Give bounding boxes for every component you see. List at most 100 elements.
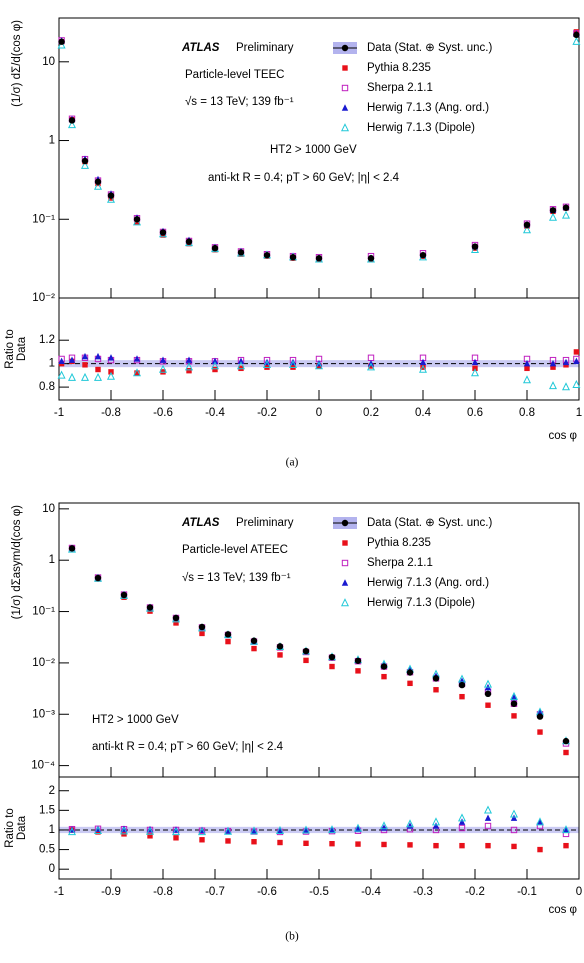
ratio-frame (58, 776, 580, 880)
legend-label: Pythia 8.235 (367, 537, 431, 549)
marker (379, 821, 389, 830)
marker (367, 354, 375, 361)
marker (366, 362, 376, 371)
marker (381, 673, 387, 680)
marker (420, 364, 426, 370)
marker (511, 713, 517, 719)
marker (471, 358, 479, 366)
marker (354, 825, 362, 832)
data-point (146, 604, 154, 611)
marker (225, 638, 231, 645)
marker (95, 366, 101, 373)
marker (563, 842, 569, 849)
data-point (94, 574, 102, 582)
marker (301, 825, 311, 834)
data-point (198, 623, 206, 631)
data-point (120, 591, 128, 599)
marker (561, 825, 571, 834)
y-tick-label: 10 (42, 503, 55, 515)
caption: (a) (286, 457, 299, 469)
y-tick-label: 10⁻⁴ (31, 760, 55, 772)
y-tick-label: 1.2 (39, 334, 55, 346)
legend-label: Sherpa 2.1.1 (367, 557, 433, 569)
x-tick-label: -1 (54, 407, 64, 419)
marker (251, 839, 257, 845)
data-point (549, 207, 557, 214)
x-tick-label: -0.4 (205, 407, 225, 419)
annotation: √s = 13 TeV; 139 fb⁻¹ (182, 571, 291, 584)
legend-marker (342, 65, 348, 71)
legend-marker (341, 579, 349, 586)
data-point (68, 545, 76, 552)
marker (355, 668, 361, 674)
data-point (58, 38, 65, 45)
data-point (523, 221, 531, 229)
legend-label: Sherpa 2.1.1 (367, 82, 433, 94)
marker (67, 120, 77, 129)
data-point (81, 157, 89, 165)
marker (510, 694, 518, 701)
data-point (458, 681, 466, 689)
marker (107, 354, 115, 361)
marker (251, 645, 257, 652)
marker (522, 375, 532, 384)
y-tick-label: 10⁻² (32, 657, 55, 669)
marker (67, 372, 77, 381)
legend-label: Data (Stat. ⊕ Syst. unc.) (367, 42, 492, 54)
marker (355, 841, 361, 847)
marker (81, 352, 89, 360)
marker (433, 842, 439, 849)
marker (184, 362, 194, 371)
legend-marker (340, 123, 350, 132)
x-tick-label: 1 (576, 407, 582, 419)
legend-label: Herwig 7.1.3 (Ang. ord.) (367, 577, 489, 589)
legend-marker (342, 540, 348, 546)
marker (459, 693, 465, 700)
data-point (328, 653, 336, 661)
annotation: anti-kt R = 0.4; pT > 60 GeV; |η| < 2.4 (208, 172, 400, 184)
x-tick-label: -0.4 (361, 886, 381, 898)
data-point (133, 216, 141, 223)
marker (509, 809, 519, 818)
annotation: HT2 > 1000 GeV (270, 144, 357, 156)
marker (329, 840, 335, 847)
marker (537, 729, 543, 735)
marker (548, 212, 558, 221)
marker (93, 372, 103, 381)
data-point (562, 737, 570, 745)
marker (93, 825, 103, 834)
marker (133, 355, 141, 362)
ratio-frame (58, 297, 580, 401)
data-point (237, 249, 245, 256)
marker (249, 826, 259, 835)
data-point (250, 637, 258, 644)
marker (510, 814, 518, 821)
marker (458, 818, 466, 825)
marker (158, 364, 168, 373)
data-point (276, 643, 284, 650)
marker (303, 657, 309, 664)
marker (459, 842, 465, 849)
x-tick-label: -0.8 (101, 407, 121, 419)
data-point (159, 229, 167, 236)
marker (68, 356, 76, 363)
y-tick-label: 0.5 (39, 844, 55, 856)
marker (132, 368, 142, 377)
annotation: HT2 > 1000 GeV (92, 714, 179, 726)
marker (329, 663, 335, 670)
marker (288, 360, 298, 369)
marker (511, 843, 517, 850)
x-axis-label: cos φ (548, 904, 577, 916)
marker (563, 749, 569, 756)
legend-label: Data (Stat. ⊕ Syst. unc.) (367, 517, 492, 529)
ratio-axis-label: Data (16, 815, 28, 840)
x-tick-label: -0.1 (517, 886, 537, 898)
marker (483, 805, 493, 814)
annotation: √s = 13 TeV; 139 fb⁻¹ (185, 95, 294, 108)
marker (171, 827, 181, 836)
x-tick-label: 0.2 (363, 407, 379, 419)
marker (147, 833, 153, 839)
marker (470, 368, 480, 377)
status-label: Preliminary (236, 517, 294, 529)
marker (80, 160, 90, 169)
